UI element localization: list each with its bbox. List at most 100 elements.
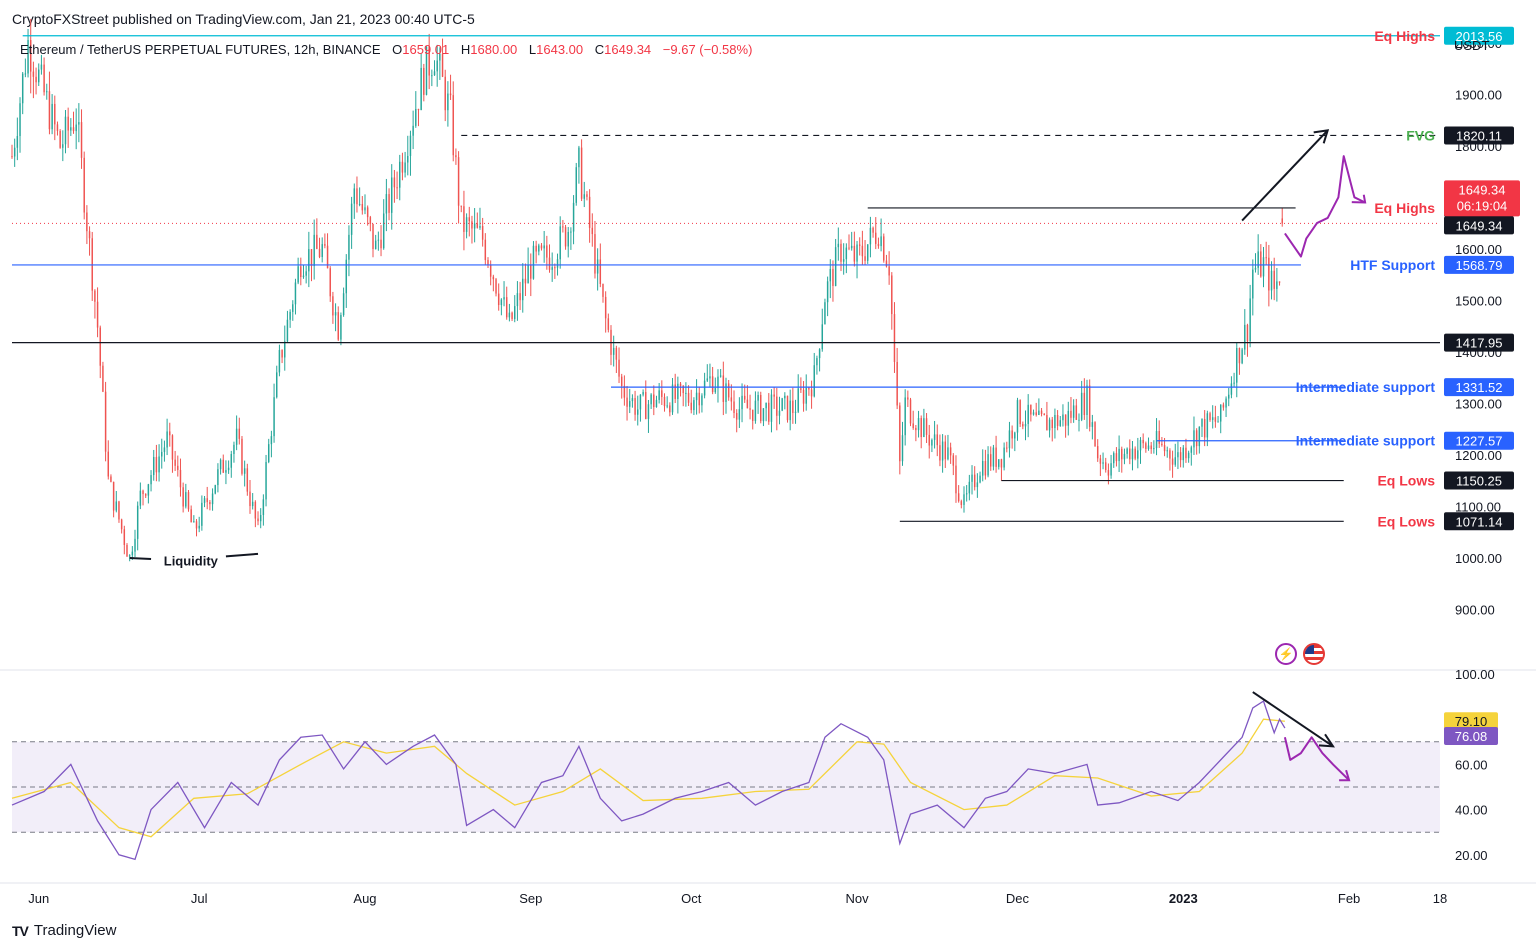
candle-body bbox=[337, 312, 339, 340]
candle-body bbox=[746, 399, 749, 409]
candle-body bbox=[444, 76, 446, 111]
candle-body bbox=[987, 454, 989, 476]
candle-body bbox=[128, 555, 131, 557]
candle-body bbox=[612, 347, 615, 355]
candle-body bbox=[497, 293, 500, 306]
candle-body bbox=[374, 240, 377, 250]
candle-body bbox=[810, 389, 813, 397]
candle-body bbox=[99, 327, 101, 366]
candle-body bbox=[826, 281, 829, 303]
high-value: 1680.00 bbox=[470, 42, 517, 57]
candle-body bbox=[1276, 281, 1278, 289]
rsi-ma-value-box bbox=[1444, 712, 1498, 731]
candle-body bbox=[56, 124, 59, 131]
candle-body bbox=[254, 501, 257, 519]
candle-body bbox=[396, 187, 398, 189]
price-label-text: 1071.14 bbox=[1456, 514, 1503, 529]
candle-body bbox=[647, 404, 650, 419]
candle-body bbox=[850, 245, 853, 249]
candle-body bbox=[562, 226, 564, 228]
candle-body bbox=[896, 361, 898, 406]
candle-body bbox=[514, 306, 516, 319]
candle-body bbox=[286, 319, 289, 342]
candle-body bbox=[963, 494, 965, 505]
candle-body bbox=[949, 447, 952, 456]
candle-body bbox=[1177, 452, 1179, 458]
candle-body bbox=[1118, 448, 1120, 462]
candle-body bbox=[1115, 453, 1118, 462]
candle-body bbox=[294, 282, 297, 305]
candle-body bbox=[1203, 419, 1206, 438]
candle-body bbox=[679, 383, 682, 386]
symbol-label: Ethereum / TetherUS PERPETUAL FUTURES, 1… bbox=[20, 42, 381, 57]
time-tick-label: Feb bbox=[1338, 891, 1360, 906]
candle-body bbox=[308, 249, 310, 272]
tv-logo-icon: TV bbox=[12, 922, 29, 939]
candle-body bbox=[1067, 410, 1070, 426]
time-tick-label: Oct bbox=[681, 891, 702, 906]
candle-body bbox=[265, 461, 267, 500]
candle-body bbox=[1075, 405, 1078, 420]
candle-body bbox=[941, 441, 944, 461]
candle-body bbox=[631, 398, 634, 402]
candle-body bbox=[380, 239, 382, 249]
rsi-tick-label: 100.00 bbox=[1455, 667, 1495, 682]
candle-body bbox=[1254, 267, 1257, 270]
target-arrow-line bbox=[1241, 129, 1329, 222]
candle-body bbox=[369, 217, 372, 224]
candle-body bbox=[1016, 400, 1019, 433]
candle-body bbox=[1121, 448, 1123, 460]
candle-body bbox=[1014, 432, 1016, 439]
projected-price-arrowhead bbox=[1351, 194, 1367, 204]
candle-body bbox=[583, 194, 586, 199]
candle-body bbox=[776, 396, 778, 416]
candle-body bbox=[591, 227, 594, 235]
candle-body bbox=[893, 314, 896, 362]
us-flag-icon[interactable] bbox=[1303, 643, 1325, 665]
candle-body bbox=[981, 460, 984, 476]
price-label-box bbox=[1444, 378, 1514, 397]
candle-body bbox=[1171, 458, 1174, 465]
candle-body bbox=[83, 157, 85, 213]
candle-body bbox=[762, 408, 765, 422]
candle-body bbox=[768, 402, 770, 422]
last-price-box bbox=[1444, 216, 1514, 235]
candle-body bbox=[318, 248, 321, 258]
tradingview-logo[interactable]: TV TradingView bbox=[12, 922, 116, 939]
candle-body bbox=[310, 249, 313, 266]
candle-body bbox=[345, 259, 348, 294]
candle-body bbox=[952, 455, 955, 466]
candle-body bbox=[885, 260, 888, 267]
price-tick-label: 1200.00 bbox=[1455, 448, 1502, 463]
candle-body bbox=[152, 456, 155, 476]
candle-body bbox=[415, 109, 417, 126]
candle-body bbox=[698, 392, 700, 406]
last-price-text: 1649.34 bbox=[1456, 218, 1503, 233]
candle-body bbox=[289, 311, 291, 320]
candle-body bbox=[503, 297, 505, 300]
candle-body bbox=[1281, 218, 1283, 224]
candle-body bbox=[316, 234, 318, 249]
candle-body bbox=[348, 234, 350, 260]
candle-body bbox=[163, 447, 166, 452]
candle-body bbox=[749, 408, 751, 410]
candle-body bbox=[628, 401, 631, 407]
candle-body bbox=[11, 156, 13, 158]
candle-body bbox=[1142, 439, 1144, 444]
price-tick-label: 1300.00 bbox=[1455, 396, 1502, 411]
candle-body bbox=[778, 410, 781, 416]
lightning-icon[interactable]: ⚡ bbox=[1275, 643, 1297, 665]
candle-body bbox=[185, 492, 187, 507]
candle-body bbox=[449, 93, 452, 96]
candle-body bbox=[901, 435, 904, 462]
price-label-text: 1227.57 bbox=[1456, 434, 1503, 449]
candle-body bbox=[832, 268, 834, 286]
candle-body bbox=[770, 394, 773, 422]
candle-body bbox=[126, 544, 128, 557]
candle-body bbox=[1260, 251, 1262, 277]
candle-body bbox=[161, 451, 163, 457]
candle-body bbox=[150, 475, 152, 485]
candle-body bbox=[433, 71, 436, 76]
candle-body bbox=[752, 409, 754, 421]
